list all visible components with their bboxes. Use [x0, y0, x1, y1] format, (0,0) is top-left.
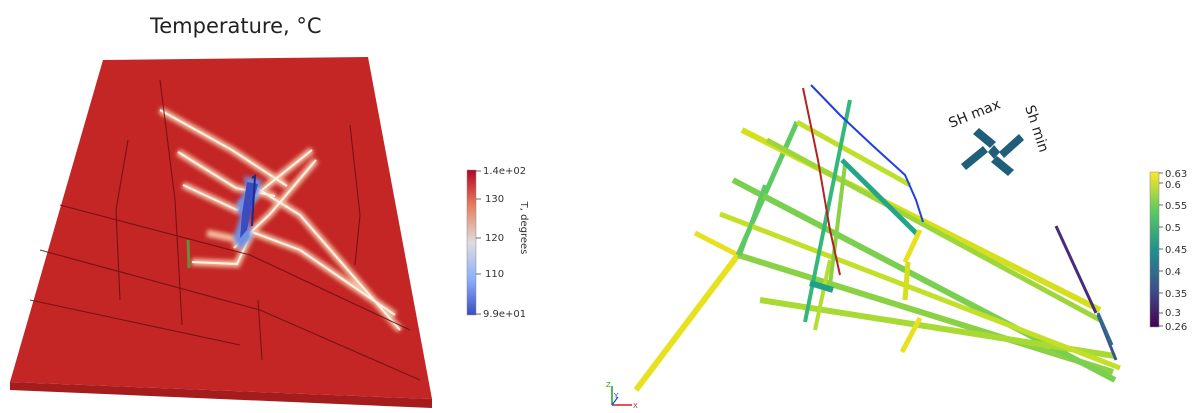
axis-y-label: Y	[613, 392, 619, 400]
colorbar-tick-label: 0.35	[1165, 289, 1187, 300]
fracture-traces	[159, 109, 401, 331]
slab-front-edge	[10, 382, 432, 408]
slab-top-surface	[10, 57, 432, 399]
stress-orientation-symbol: SH max Sh min	[947, 97, 1051, 176]
colorbar-tick-label: 0.4	[1165, 267, 1181, 278]
well-trace-blue	[810, 84, 924, 223]
colorbar-gradient	[466, 169, 477, 316]
fracture-network	[633, 84, 1121, 392]
shmin-label: Sh min	[1021, 103, 1051, 154]
well-trace-red	[802, 87, 841, 276]
temperature-slab	[10, 57, 432, 408]
aperture-colorbar: 0.63 0.6 0.55 0.5 0.45 0.4 0.35 0.3 0.26	[1149, 169, 1187, 333]
shmax-label: SH max	[947, 97, 1003, 132]
well-marker	[186, 239, 191, 269]
colorbar-tick-label: 0.63	[1165, 169, 1187, 180]
colorbar-tick-label: 130	[485, 194, 504, 205]
temperature-colorbar: 1.4e+02 130 120 110 9.9e+01 T, degrees	[466, 166, 529, 320]
colorbar-tick-label: 120	[485, 233, 504, 244]
cold-plume	[233, 174, 262, 250]
shmin-arrow-left	[961, 146, 988, 170]
colorbar-axis-label: T, degrees	[518, 201, 529, 255]
temperature-title: Temperature, °C	[150, 14, 322, 38]
colorbar-tick-label: 1.4e+02	[483, 166, 526, 177]
shmax-arrow-bottom	[991, 156, 1014, 176]
colorbar-gradient	[1149, 171, 1160, 328]
colorbar-tick-label: 0.45	[1165, 245, 1187, 256]
axes-triad: Z Y X	[606, 381, 638, 410]
colorbar-tick-label: 0.55	[1165, 201, 1187, 212]
colorbar-tick-label: 0.26	[1165, 322, 1187, 333]
shmin-arrow-right	[999, 134, 1024, 158]
colorbar-tick-label: 110	[485, 269, 504, 280]
axis-x-label: X	[633, 402, 638, 410]
fault-lines	[29, 79, 421, 381]
colorbar-tick-label: 9.9e+01	[483, 309, 526, 320]
axis-z-label: Z	[606, 381, 611, 389]
colorbar-tick-label: 0.3	[1165, 308, 1181, 319]
colorbar-tick-label: 0.6	[1165, 180, 1181, 191]
colorbar-tick-label: 0.5	[1165, 223, 1181, 234]
shmax-arrow-top	[973, 128, 996, 148]
